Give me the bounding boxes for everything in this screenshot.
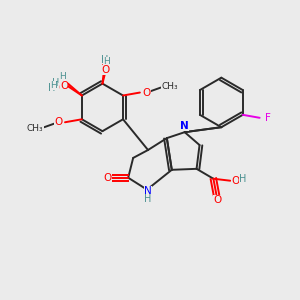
Text: O: O: [54, 117, 62, 127]
Text: H: H: [239, 174, 247, 184]
Text: H: H: [59, 72, 65, 81]
Text: CH₃: CH₃: [27, 124, 44, 133]
Text: O: O: [143, 88, 151, 98]
Text: CH₃: CH₃: [161, 82, 178, 91]
Text: O: O: [231, 176, 239, 186]
Text: O: O: [103, 173, 112, 183]
Text: O: O: [100, 63, 109, 73]
Text: H: H: [48, 82, 56, 93]
Text: H: H: [103, 57, 110, 66]
Text: H: H: [144, 194, 152, 203]
Text: N: N: [180, 121, 189, 131]
Text: F: F: [265, 113, 271, 123]
Text: O: O: [101, 65, 110, 75]
Text: O: O: [60, 81, 68, 91]
Text: H: H: [101, 55, 108, 65]
Text: O: O: [58, 82, 66, 93]
Text: H: H: [52, 78, 60, 88]
Text: H: H: [50, 81, 56, 90]
Text: N: N: [144, 186, 152, 196]
Text: O: O: [213, 194, 221, 205]
